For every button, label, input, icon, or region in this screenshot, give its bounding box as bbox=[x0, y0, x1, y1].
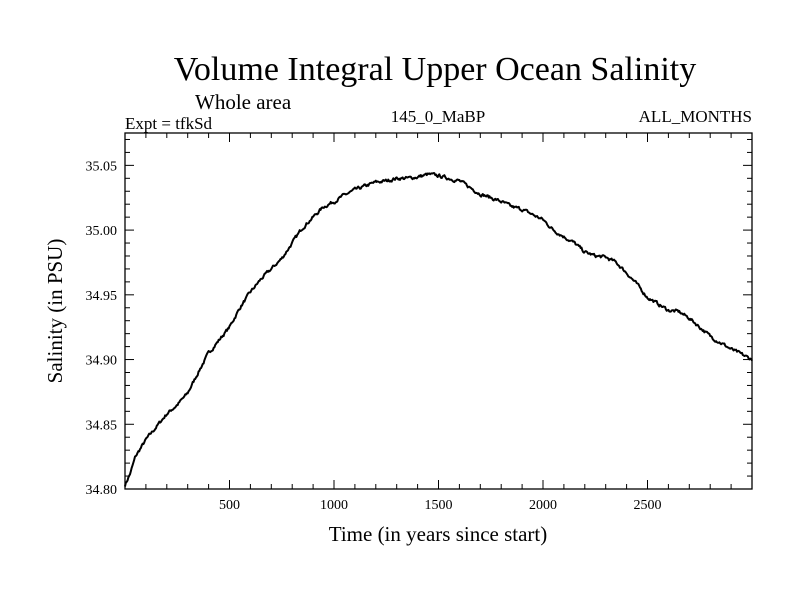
run-label: 145_0_MaBP bbox=[391, 107, 485, 126]
months-label: ALL_MONTHS bbox=[639, 107, 752, 126]
y-axis-label: Salinity (in PSU) bbox=[43, 239, 67, 384]
plot-frame bbox=[124, 132, 753, 490]
y-tick-label: 34.95 bbox=[86, 289, 118, 304]
experiment-label: Expt = tfkSd bbox=[125, 114, 213, 133]
y-tick-label: 34.85 bbox=[86, 418, 118, 433]
x-axis-label: Time (in years since start) bbox=[329, 522, 548, 546]
chart-subtitle: Whole area bbox=[195, 90, 292, 114]
x-tick-label: 500 bbox=[219, 498, 240, 513]
ticks-group bbox=[125, 133, 752, 490]
salinity-series-line bbox=[124, 172, 753, 487]
x-tick-label: 1000 bbox=[320, 498, 348, 513]
y-tick-label: 34.80 bbox=[86, 483, 118, 498]
x-tick-label: 2500 bbox=[634, 498, 662, 513]
tick-labels-group: 500 1000 1500 2000 2500 34.80 34.85 34.90 34.95 3… bbox=[86, 159, 662, 513]
x-tick-label: 2000 bbox=[529, 498, 557, 513]
y-tick-label: 35.00 bbox=[86, 224, 118, 239]
y-tick-label: 34.90 bbox=[86, 354, 118, 369]
chart-title: Volume Integral Upper Ocean Salinity bbox=[174, 51, 696, 88]
x-tick-label: 1500 bbox=[425, 498, 453, 513]
y-tick-label: 35.05 bbox=[86, 159, 118, 174]
